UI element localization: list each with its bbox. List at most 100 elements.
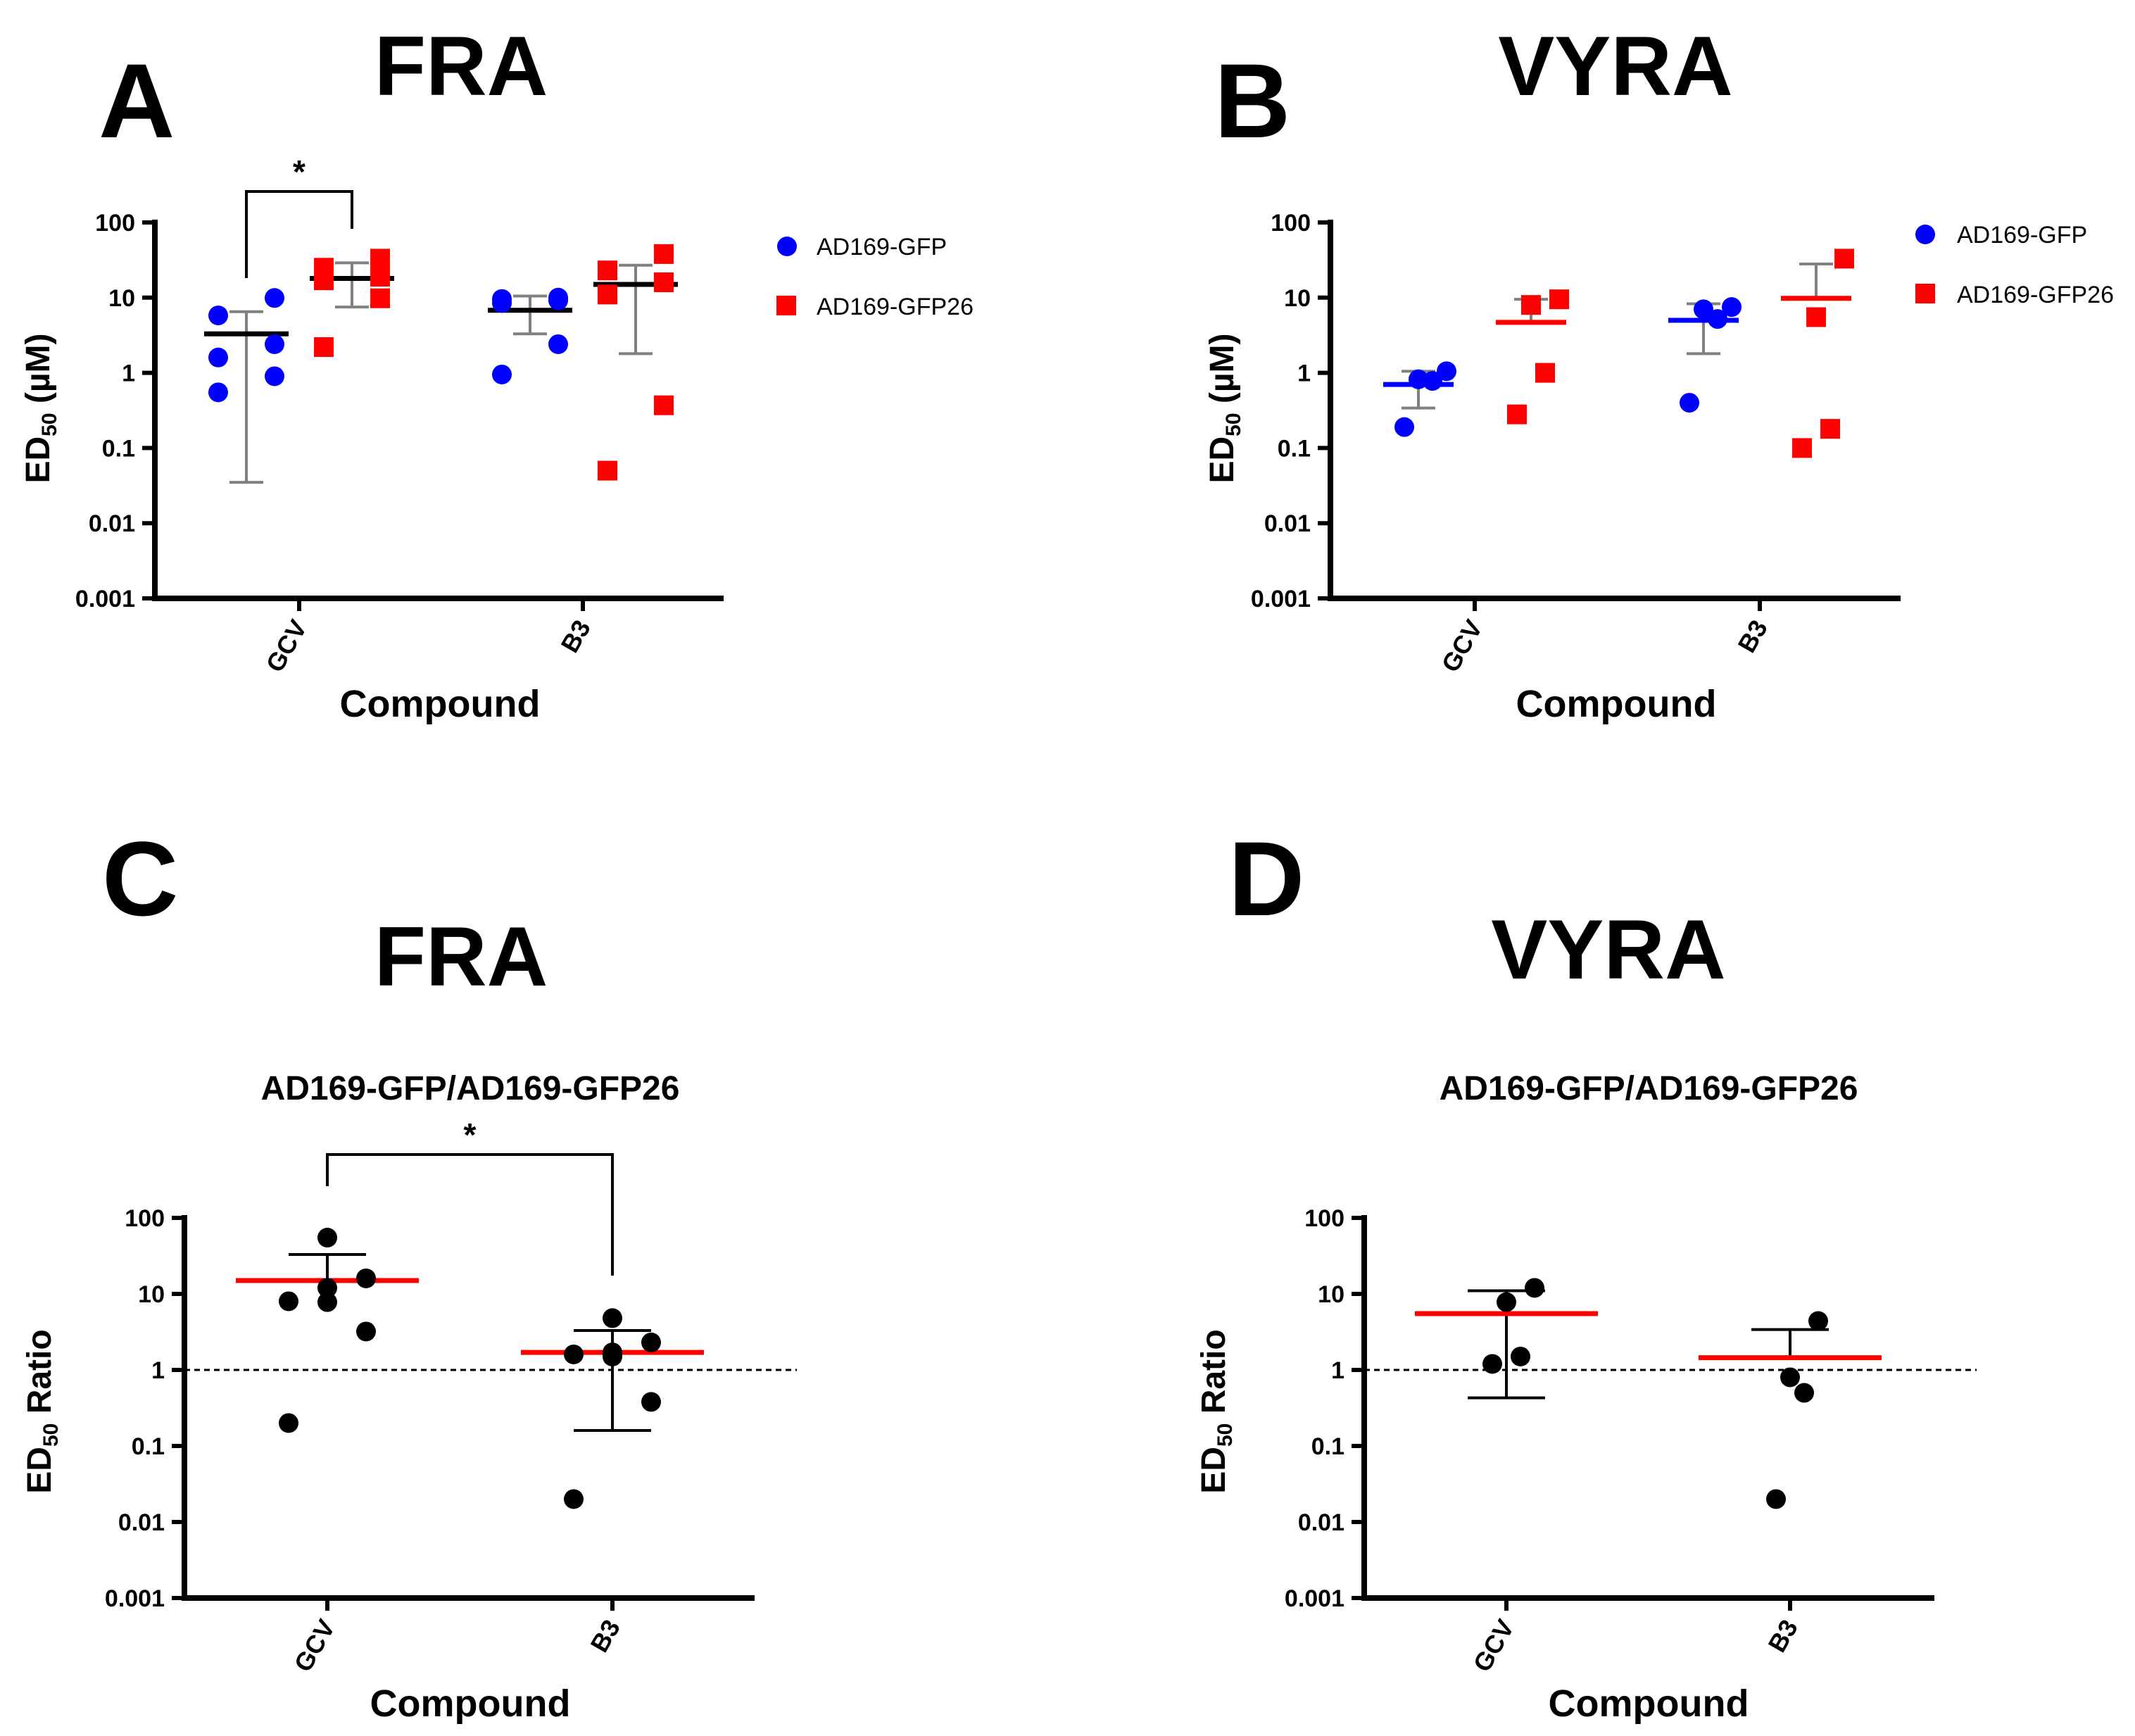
panel-a-gfp-point	[492, 364, 512, 384]
panel-a-ytick-label: 100	[95, 210, 135, 237]
panel-c-ytick-label: 100	[125, 1205, 165, 1232]
panel-c-ratio-point	[603, 1308, 622, 1328]
panel-a-gfp-point	[208, 347, 228, 367]
panel-c-title: FRA	[374, 910, 548, 1004]
panel-c-plot: 0.001 0.01 0.1 1 10 100 GCV B3 *	[105, 1117, 797, 1677]
panel-a-gfp26-point	[598, 284, 617, 305]
legend-gfp26-marker-b	[1915, 284, 1935, 303]
panel-b-gfp26-point	[1521, 295, 1541, 315]
panel-a-gfp26-point	[598, 460, 617, 481]
panel-b-ytick-label: 100	[1271, 210, 1311, 237]
panel-d-xlabel: Compound	[1549, 1682, 1749, 1725]
panel-d-ratio-point	[1511, 1346, 1530, 1366]
panel-letter-b: B	[1214, 42, 1290, 160]
panel-c-ratio-point	[356, 1268, 376, 1288]
panel-b-gfp26-point	[1806, 307, 1826, 327]
panel-d-subtitle: AD169-GFP/AD169-GFP26	[1440, 1070, 1858, 1107]
panel-a-gfp-point	[265, 288, 284, 308]
panel-c-ratio-point	[564, 1489, 584, 1509]
panel-c-category-label: GCV	[288, 1615, 341, 1677]
panel-d-ytick-label: 100	[1304, 1205, 1344, 1232]
panel-b-xlabel: Compound	[1516, 683, 1717, 725]
panel-b-gfp-point	[1437, 361, 1456, 382]
panel-a-gfp-point	[208, 382, 228, 403]
panel-a-gfp26-point	[314, 258, 334, 278]
panel-b-gfp26-point	[1820, 419, 1840, 439]
panel-b-gfp-point	[1409, 369, 1428, 389]
panel-c-ratio-point	[356, 1321, 376, 1342]
panel-a-gfp26-point	[654, 244, 674, 264]
panel-a-gfp26-point	[370, 249, 390, 269]
panel-d: D VYRA AD169-GFP/AD169-GFP26 0.0010.010.…	[1195, 819, 1977, 1725]
panel-d-ratio-point	[1525, 1278, 1544, 1298]
panel-c-ytick-label: 1	[151, 1357, 165, 1384]
panel-c-subtitle: AD169-GFP/AD169-GFP26	[261, 1070, 680, 1107]
panel-letter-a: A	[99, 42, 175, 160]
panel-c-ytick-label: 0.01	[118, 1509, 165, 1536]
panel-b-ytick-label: 1	[1297, 360, 1311, 387]
panel-b-ylabel: ED50 (µM)	[1204, 333, 1245, 483]
legend-gfp-label: AD169-GFP	[817, 234, 947, 260]
panel-c-ylabel: ED50 Ratio	[21, 1329, 63, 1493]
panel-c-ratio-point	[641, 1392, 661, 1412]
panel-c-xlabel: Compound	[370, 1682, 571, 1725]
panel-a-ytick-label: 0.001	[75, 586, 135, 612]
panel-c-ratio-point	[317, 1228, 337, 1248]
panel-a-gfp-point	[265, 334, 284, 354]
panel-d-ratio-point	[1794, 1383, 1814, 1403]
panel-d-ratio-point	[1808, 1311, 1828, 1331]
panel-a-gfp26-point	[314, 337, 334, 358]
panel-a-xlabel: Compound	[340, 683, 541, 725]
panel-a-gfp-point	[265, 366, 284, 386]
panel-c-ratio-point	[603, 1342, 622, 1363]
panel-c-ratio-point	[564, 1344, 584, 1364]
panel-a-plot: 0.001 0.01 0.1 1 10 100 GCV B3 *	[75, 153, 724, 677]
panel-d-ratio-point	[1766, 1489, 1786, 1509]
panel-d-ratio-point	[1497, 1292, 1516, 1312]
panel-c-ratio-point	[317, 1278, 337, 1298]
panel-a-legend: AD169-GFP AD169-GFP26	[776, 234, 974, 320]
panel-a-gfp-point	[208, 306, 228, 326]
panel-a-ytick-label: 1	[122, 360, 135, 387]
panel-c-ytick-label: 10	[138, 1281, 165, 1308]
panel-a-gfp26-point	[654, 395, 674, 415]
panel-a-ytick-label: 0.1	[102, 435, 135, 462]
panel-a-gfp26-point	[370, 267, 390, 287]
panel-a-gfp26-point	[370, 288, 390, 308]
panel-d-category-label: B3	[1762, 1615, 1803, 1657]
panel-c-category-label: B3	[584, 1615, 626, 1657]
panel-d-ratio-point	[1482, 1354, 1502, 1374]
panel-c-ratio-point	[279, 1291, 298, 1312]
panel-d-ytick-label: 0.001	[1285, 1585, 1344, 1612]
panel-b-gfp26-point	[1792, 438, 1812, 458]
panel-c-significance-bracket	[326, 1153, 614, 1276]
panel-b-gfp26-point	[1834, 249, 1854, 269]
panel-b-gfp26-point	[1535, 363, 1555, 383]
panel-a-gfp-point	[548, 334, 568, 354]
panel-b-ytick-label: 10	[1284, 285, 1311, 312]
panel-b-gfp26-point	[1549, 289, 1569, 310]
panel-a-significance-label: *	[293, 153, 306, 190]
panel-b-legend: AD169-GFP AD169-GFP26	[1915, 222, 2114, 308]
panel-a-category-label: GCV	[260, 615, 313, 677]
panel-a-ytick-label: 10	[108, 285, 135, 312]
panel-d-ytick-label: 1	[1331, 1357, 1344, 1384]
panel-a-significance-bracket	[245, 190, 353, 278]
panel-d-ytick-label: 10	[1318, 1281, 1344, 1308]
panel-a-ylabel: ED50 (µM)	[20, 333, 61, 483]
panel-c-ratio-point	[279, 1413, 298, 1433]
panel-d-ylabel: ED50 Ratio	[1195, 1329, 1237, 1493]
panel-d-category-label: GCV	[1467, 1615, 1520, 1677]
legend-gfp26-label: AD169-GFP26	[817, 294, 974, 320]
panel-c-significance-label: *	[464, 1117, 477, 1153]
panel-b-ytick-label: 0.1	[1278, 435, 1311, 462]
legend-gfp-label-b: AD169-GFP	[1957, 222, 2087, 249]
panel-letter-c: C	[102, 819, 178, 938]
panel-c-ytick-label: 0.1	[132, 1433, 165, 1460]
legend-gfp-marker	[777, 237, 797, 256]
panel-b-plot: 0.001 0.01 0.1 1 10 100 GCV B3	[1251, 210, 1901, 677]
panel-a-category-label: B3	[555, 615, 596, 658]
panel-letter-d: D	[1228, 819, 1304, 938]
